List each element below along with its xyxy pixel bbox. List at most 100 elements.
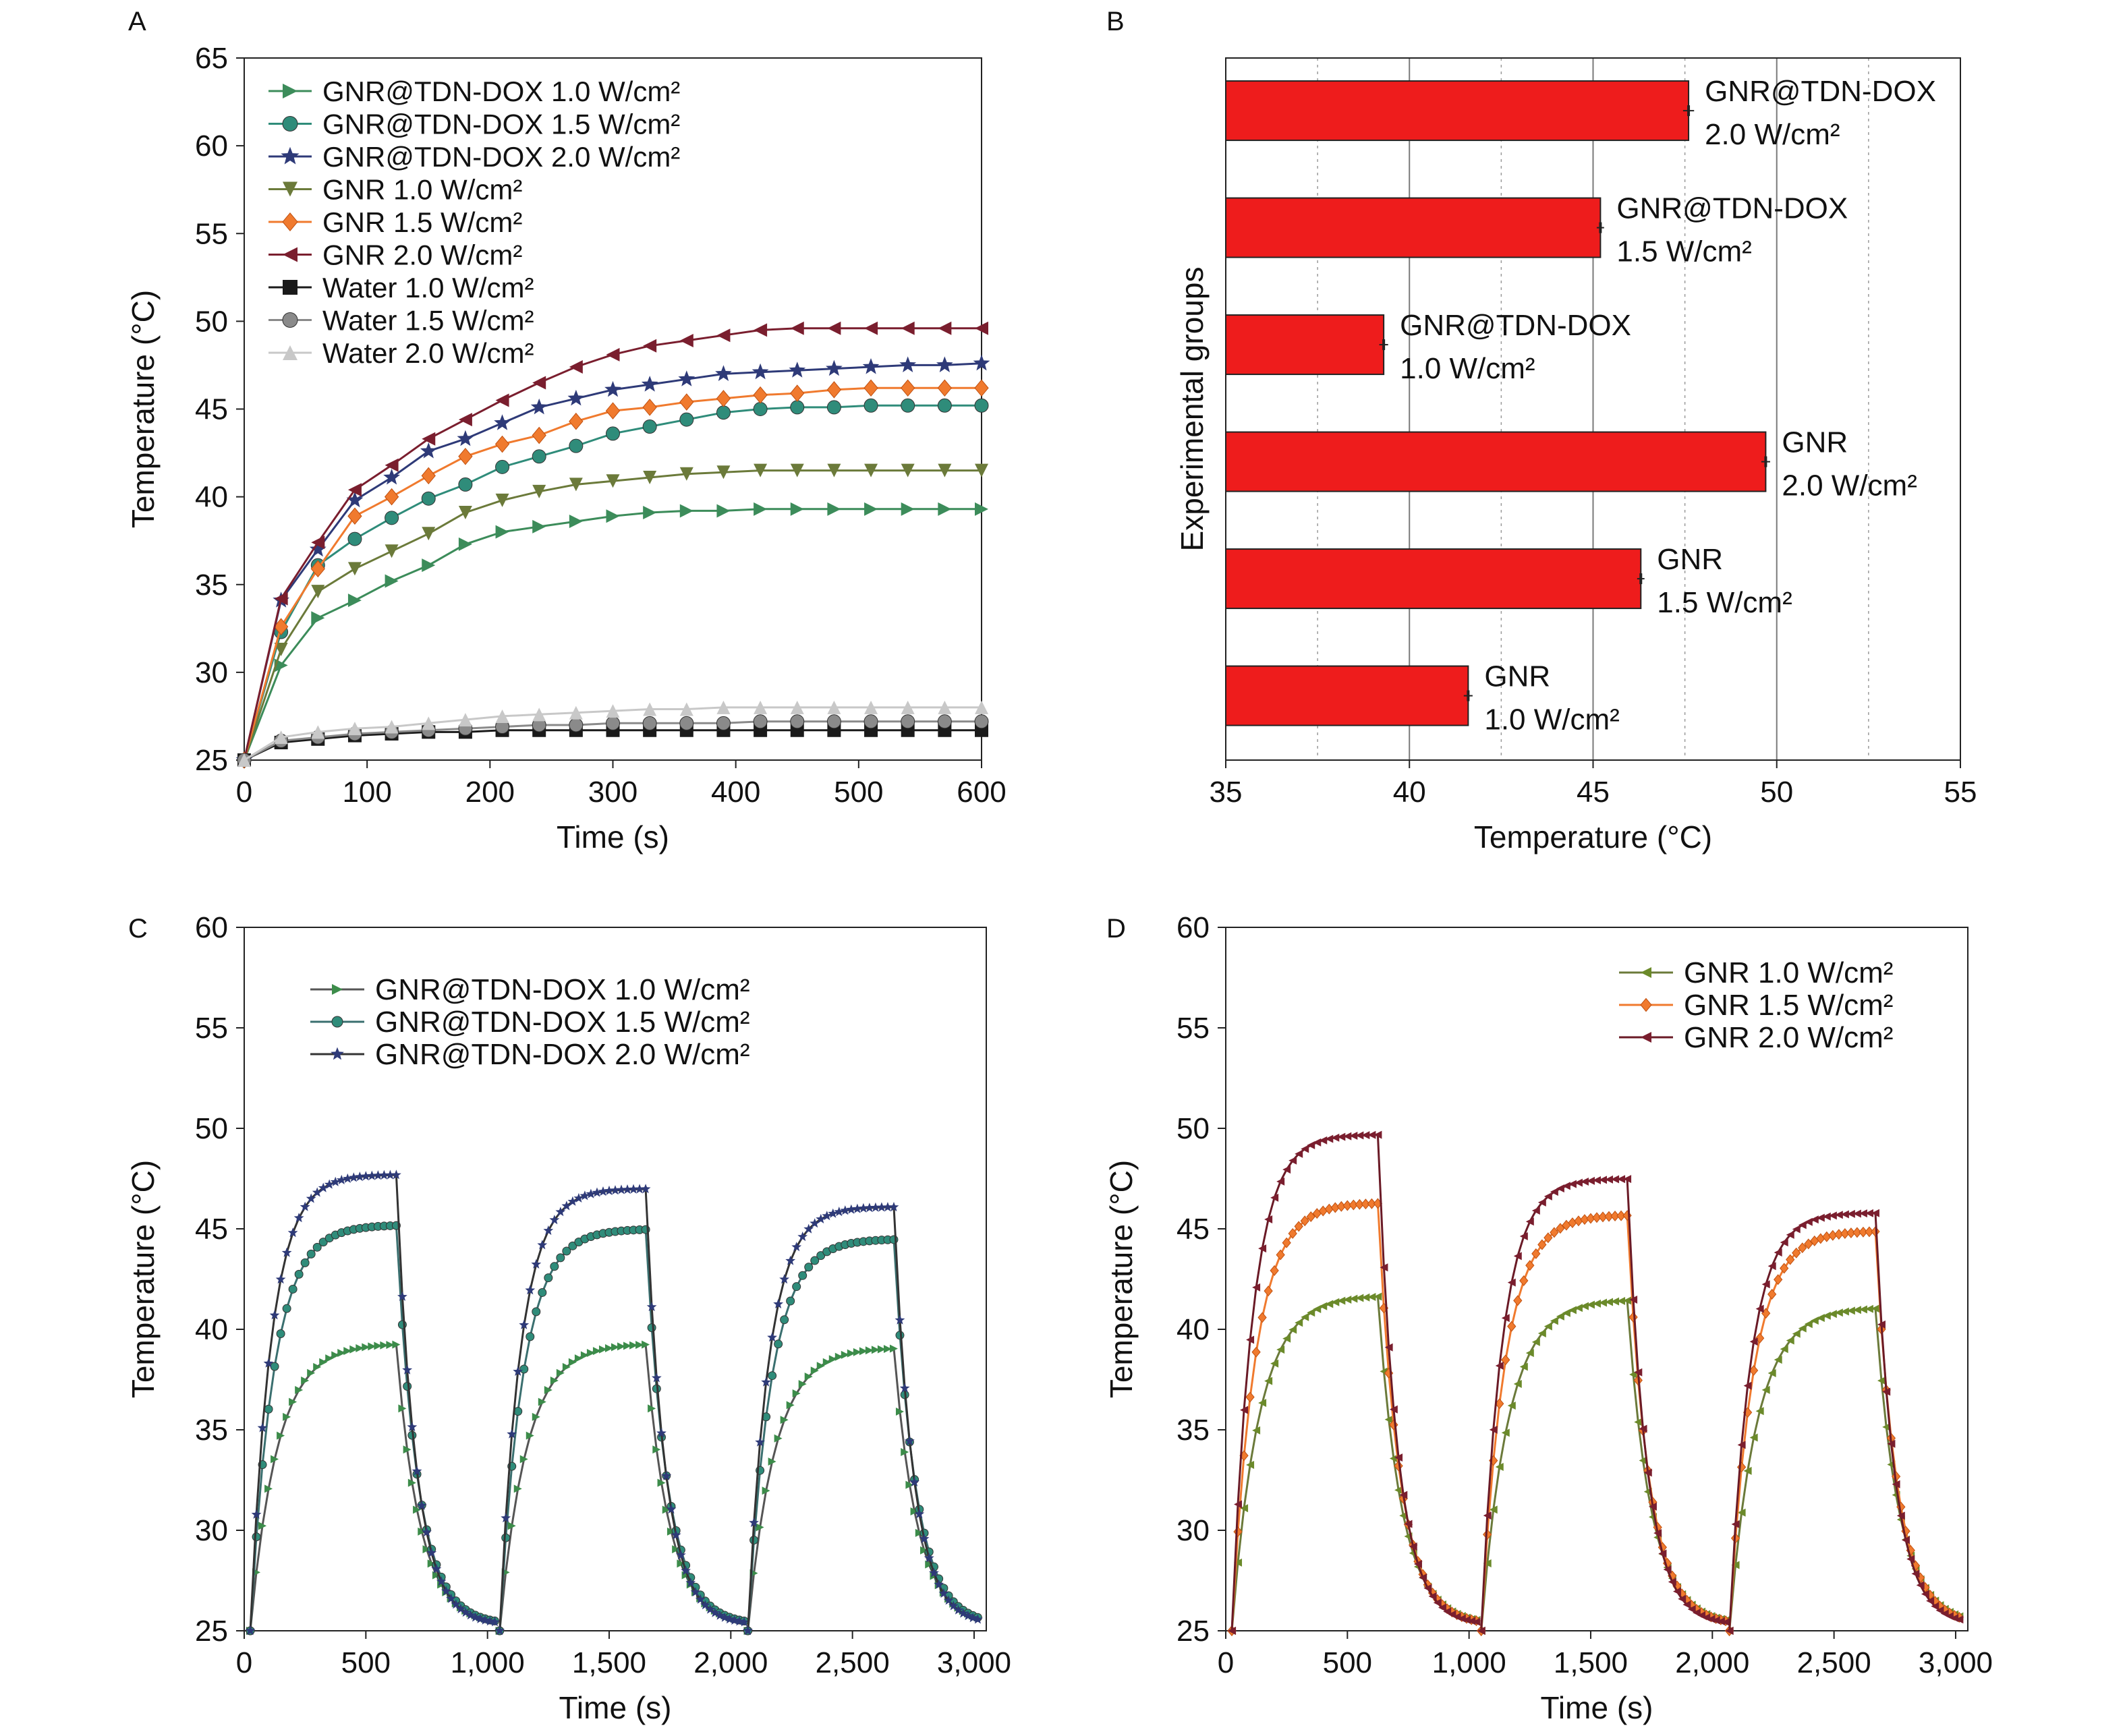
data-point [1264,1377,1273,1385]
data-point [606,426,620,441]
data-point [1896,1511,1905,1520]
data-point [1531,1337,1540,1346]
data-point [1767,1368,1776,1377]
data-point [1755,1304,1764,1313]
y-tick-label: 55 [195,1012,228,1045]
data-point [1804,1217,1813,1226]
bar-label-power: 1.0 W/cm² [1484,703,1619,736]
data-point [1663,1565,1672,1574]
data-point [1599,1298,1608,1307]
data-point [780,1315,789,1325]
data-point [974,398,989,413]
data-point [579,1190,590,1200]
data-point [273,618,289,635]
data-point [293,1213,304,1223]
data-point [356,1343,364,1352]
data-point [288,1284,298,1294]
data-point [756,1523,764,1532]
data-point [1525,1260,1535,1271]
data-point [458,506,472,520]
data-point [532,484,546,498]
data-point [790,463,804,478]
data-point [264,1484,273,1493]
data-point [901,398,915,413]
data-point [643,506,657,520]
data-point [1707,1615,1716,1623]
data-point [672,1545,681,1554]
data-point [330,1176,341,1186]
data-point [532,449,546,464]
data-point [1610,1211,1620,1222]
data-point [1840,1210,1849,1219]
data-point [1394,1486,1403,1495]
data-point [953,1604,963,1615]
data-point [347,562,362,576]
data-point [556,1253,565,1263]
data-point [1865,1304,1873,1313]
data-point [347,594,362,608]
legend-marker [282,312,298,328]
data-point [252,1532,261,1542]
series-line [1230,1202,1477,1631]
data-point [318,1182,329,1192]
data-point [1413,1559,1422,1568]
data-point [251,1509,262,1519]
data-point [622,1184,633,1194]
data-point [810,1218,820,1228]
series-line [243,362,982,761]
data-point [1252,1283,1261,1292]
data-point [1792,1225,1801,1234]
data-point [1367,1130,1376,1139]
x-tick-label: 40 [1393,776,1426,809]
data-point [716,405,731,420]
data-point [719,1612,730,1622]
data-point [532,519,546,533]
data-point [569,478,583,492]
data-point [679,504,693,518]
data-point [1355,1131,1364,1140]
data-point [864,700,878,714]
data-point [1648,1502,1657,1511]
data-point [362,1343,370,1352]
data-point [605,402,621,419]
data-point [606,509,620,523]
data-point [380,1341,389,1350]
data-point [1300,1215,1309,1227]
data-point [641,376,658,392]
data-point [629,1341,638,1350]
data-point [919,1533,930,1543]
x-tick-label: 1,500 [1554,1646,1628,1679]
data-point [319,1358,328,1366]
x-tick-label: 45 [1577,776,1610,809]
data-point [480,1615,490,1625]
data-point [826,359,843,376]
data-point [368,1342,376,1351]
data-point [1240,1406,1249,1414]
data-point [749,1517,759,1528]
data-point [312,1187,322,1197]
data-point [1749,1337,1758,1346]
data-point [889,1344,898,1353]
data-point [283,1412,291,1421]
data-point [1877,1320,1886,1329]
data-point [768,1371,777,1381]
data-point [569,412,584,430]
data-point [501,1513,511,1523]
data-point [1228,1627,1237,1635]
x-tick-label: 2,500 [1797,1646,1871,1679]
data-point [1639,1424,1647,1433]
data-point [436,1576,447,1586]
data-point [642,399,657,416]
data-point [1507,1278,1516,1287]
bar [1225,548,1642,610]
data-point [1616,1210,1626,1221]
bar-label-group: GNR [1657,543,1723,576]
data-point [1325,1300,1334,1308]
data-point [1331,1298,1340,1306]
data-point [791,1242,802,1252]
data-point [391,1169,401,1180]
x-tick-label: 3,000 [937,1646,1011,1679]
data-point [798,1380,807,1389]
data-point [245,1625,256,1636]
data-point [465,1610,476,1620]
